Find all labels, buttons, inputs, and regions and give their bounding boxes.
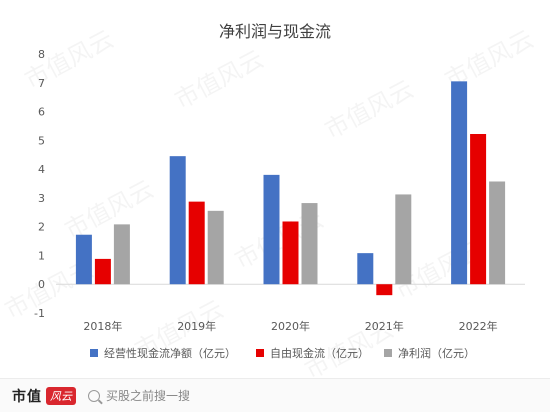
bar <box>489 181 506 285</box>
legend-label: 经营性现金流净额（亿元） <box>104 346 236 360</box>
y-tick-label: 6 <box>38 106 45 119</box>
bar <box>75 234 92 285</box>
bar <box>282 221 299 285</box>
bar <box>376 284 393 296</box>
y-tick-label: 1 <box>38 249 45 262</box>
bar <box>451 81 468 285</box>
y-tick-label: 0 <box>38 278 45 291</box>
legend-swatch <box>256 349 264 357</box>
legend-swatch <box>384 349 392 357</box>
search-placeholder: 买股之前搜一搜 <box>106 389 191 403</box>
x-tick-label: 2022年 <box>459 319 498 333</box>
brand: 市值 风云 <box>12 386 76 406</box>
y-tick-label: 4 <box>38 163 45 176</box>
bar <box>207 210 224 285</box>
search-box[interactable]: 买股之前搜一搜 <box>88 387 190 404</box>
x-tick-label: 2021年 <box>365 319 404 333</box>
bar <box>395 194 412 285</box>
search-icon <box>88 389 100 402</box>
legend-label: 自由现金流（亿元） <box>270 346 369 360</box>
chart-title: 净利润与现金流 <box>219 22 331 41</box>
y-tick-label: 3 <box>38 192 45 205</box>
bar <box>188 201 205 285</box>
y-tick-label: 7 <box>38 77 45 90</box>
y-tick-label: -1 <box>34 307 45 320</box>
y-tick-label: 5 <box>38 134 45 147</box>
brand-name: 市值 <box>12 388 42 405</box>
x-tick-label: 2020年 <box>271 319 310 333</box>
bar <box>169 156 186 285</box>
bar <box>470 134 487 285</box>
y-tick-label: 2 <box>38 221 45 234</box>
x-tick-label: 2019年 <box>177 319 216 333</box>
bar <box>301 203 318 285</box>
bar <box>357 253 374 285</box>
bar-chart: 净利润与现金流 -1 0 1 2 3 4 5 6 7 8 2018年 2019年 2020年 2021年 20… <box>34 22 525 360</box>
brand-logo: 风云 <box>46 386 76 405</box>
bar <box>113 224 130 285</box>
y-tick-label: 8 <box>38 48 45 61</box>
bar <box>94 258 111 285</box>
bar <box>263 174 280 285</box>
footer-bar: 市值 风云 买股之前搜一搜 <box>0 378 550 412</box>
legend-swatch <box>90 349 98 357</box>
legend-label: 净利润（亿元） <box>398 346 475 360</box>
x-tick-label: 2018年 <box>83 319 122 333</box>
